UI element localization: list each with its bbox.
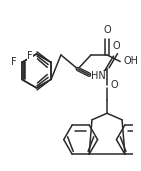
Text: F: F [27,51,33,61]
Text: F: F [11,57,16,67]
Text: HN: HN [91,71,106,81]
Text: O: O [103,25,111,35]
Text: O: O [111,80,118,90]
Text: OH: OH [124,56,139,65]
Text: O: O [113,41,120,51]
